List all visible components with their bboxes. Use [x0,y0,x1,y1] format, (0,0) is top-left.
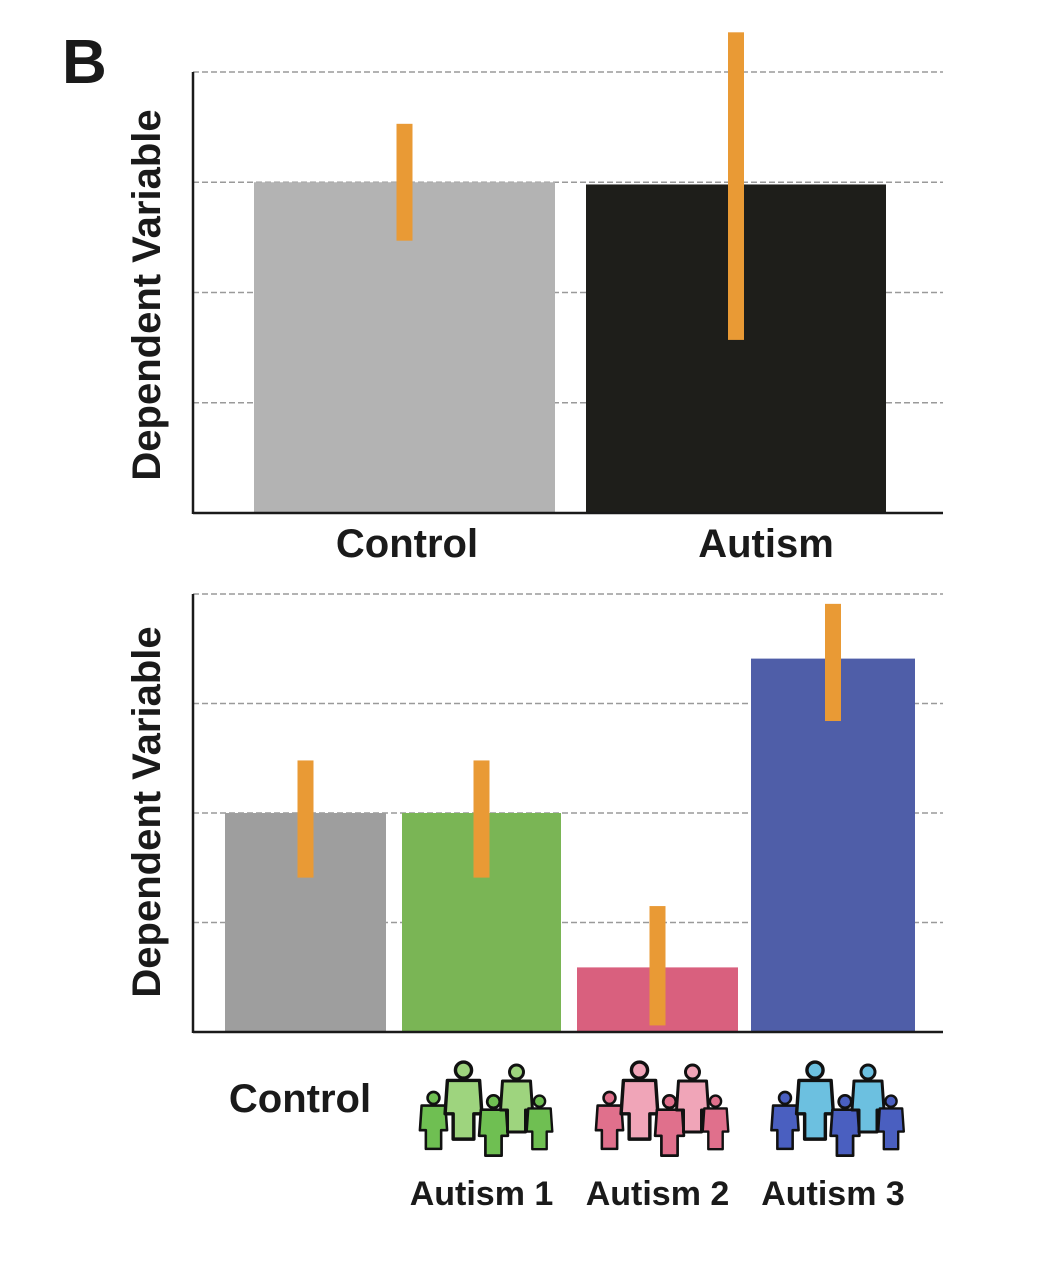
people-group-green-icon [418,1060,554,1157]
bottom-chart: Dependent Variable Control Autism 1 Autism … [125,593,943,1213]
error-bar [396,123,413,241]
person-head [485,1093,502,1110]
person-head [532,1094,547,1108]
top-chart: Dependent Variable Control Autism [125,32,943,566]
person-body [701,1107,730,1151]
person-icon [525,1094,554,1151]
error-bar [728,32,744,340]
category-label: Autism 1 [410,1175,554,1213]
person-icon [418,1090,449,1151]
person-head [884,1094,898,1108]
person-head [426,1090,441,1106]
category-label: Control [336,522,478,566]
category-label: Control [229,1077,371,1121]
category-label: Autism 3 [761,1175,905,1213]
person-head [684,1063,701,1081]
person-icon [701,1094,730,1151]
person-icon [876,1094,906,1151]
person-icon [675,1063,710,1134]
person-body [770,1104,800,1151]
person-head [837,1093,853,1110]
people-group-pink-icon [594,1060,730,1157]
error-bar [649,906,666,1026]
person-body [418,1104,449,1151]
person-body [525,1107,554,1151]
person-head [859,1063,877,1081]
person-head [777,1090,793,1106]
people-group-blue-icon [770,1060,906,1157]
person-body [876,1107,906,1151]
person-body [794,1078,836,1141]
person-head [708,1094,723,1108]
person-body [675,1079,710,1134]
person-head [805,1060,825,1080]
person-body [443,1078,484,1141]
panel-label: B [62,28,107,97]
person-icon [443,1060,484,1141]
person-icon [850,1063,886,1134]
y-axis-label: Dependent Variable [125,626,169,997]
person-icon [499,1063,534,1134]
person-body [619,1078,660,1141]
person-head [453,1060,474,1080]
person-head [629,1060,650,1080]
person-body [653,1108,686,1157]
error-bar [473,760,490,878]
error-bar [825,603,841,722]
y-axis-label: Dependent Variable [125,109,169,480]
person-head [602,1090,617,1106]
person-body [499,1079,534,1134]
person-icon [770,1090,800,1151]
category-label: Autism 2 [586,1175,730,1213]
person-head [661,1093,678,1110]
person-head [508,1063,525,1081]
person-body [850,1079,886,1134]
person-body [594,1104,625,1151]
person-icon [594,1090,625,1151]
person-body [477,1108,510,1157]
person-icon [794,1060,836,1141]
error-bar [297,760,314,878]
category-label: Autism [698,522,834,566]
person-icon [619,1060,660,1141]
person-body [829,1108,861,1157]
